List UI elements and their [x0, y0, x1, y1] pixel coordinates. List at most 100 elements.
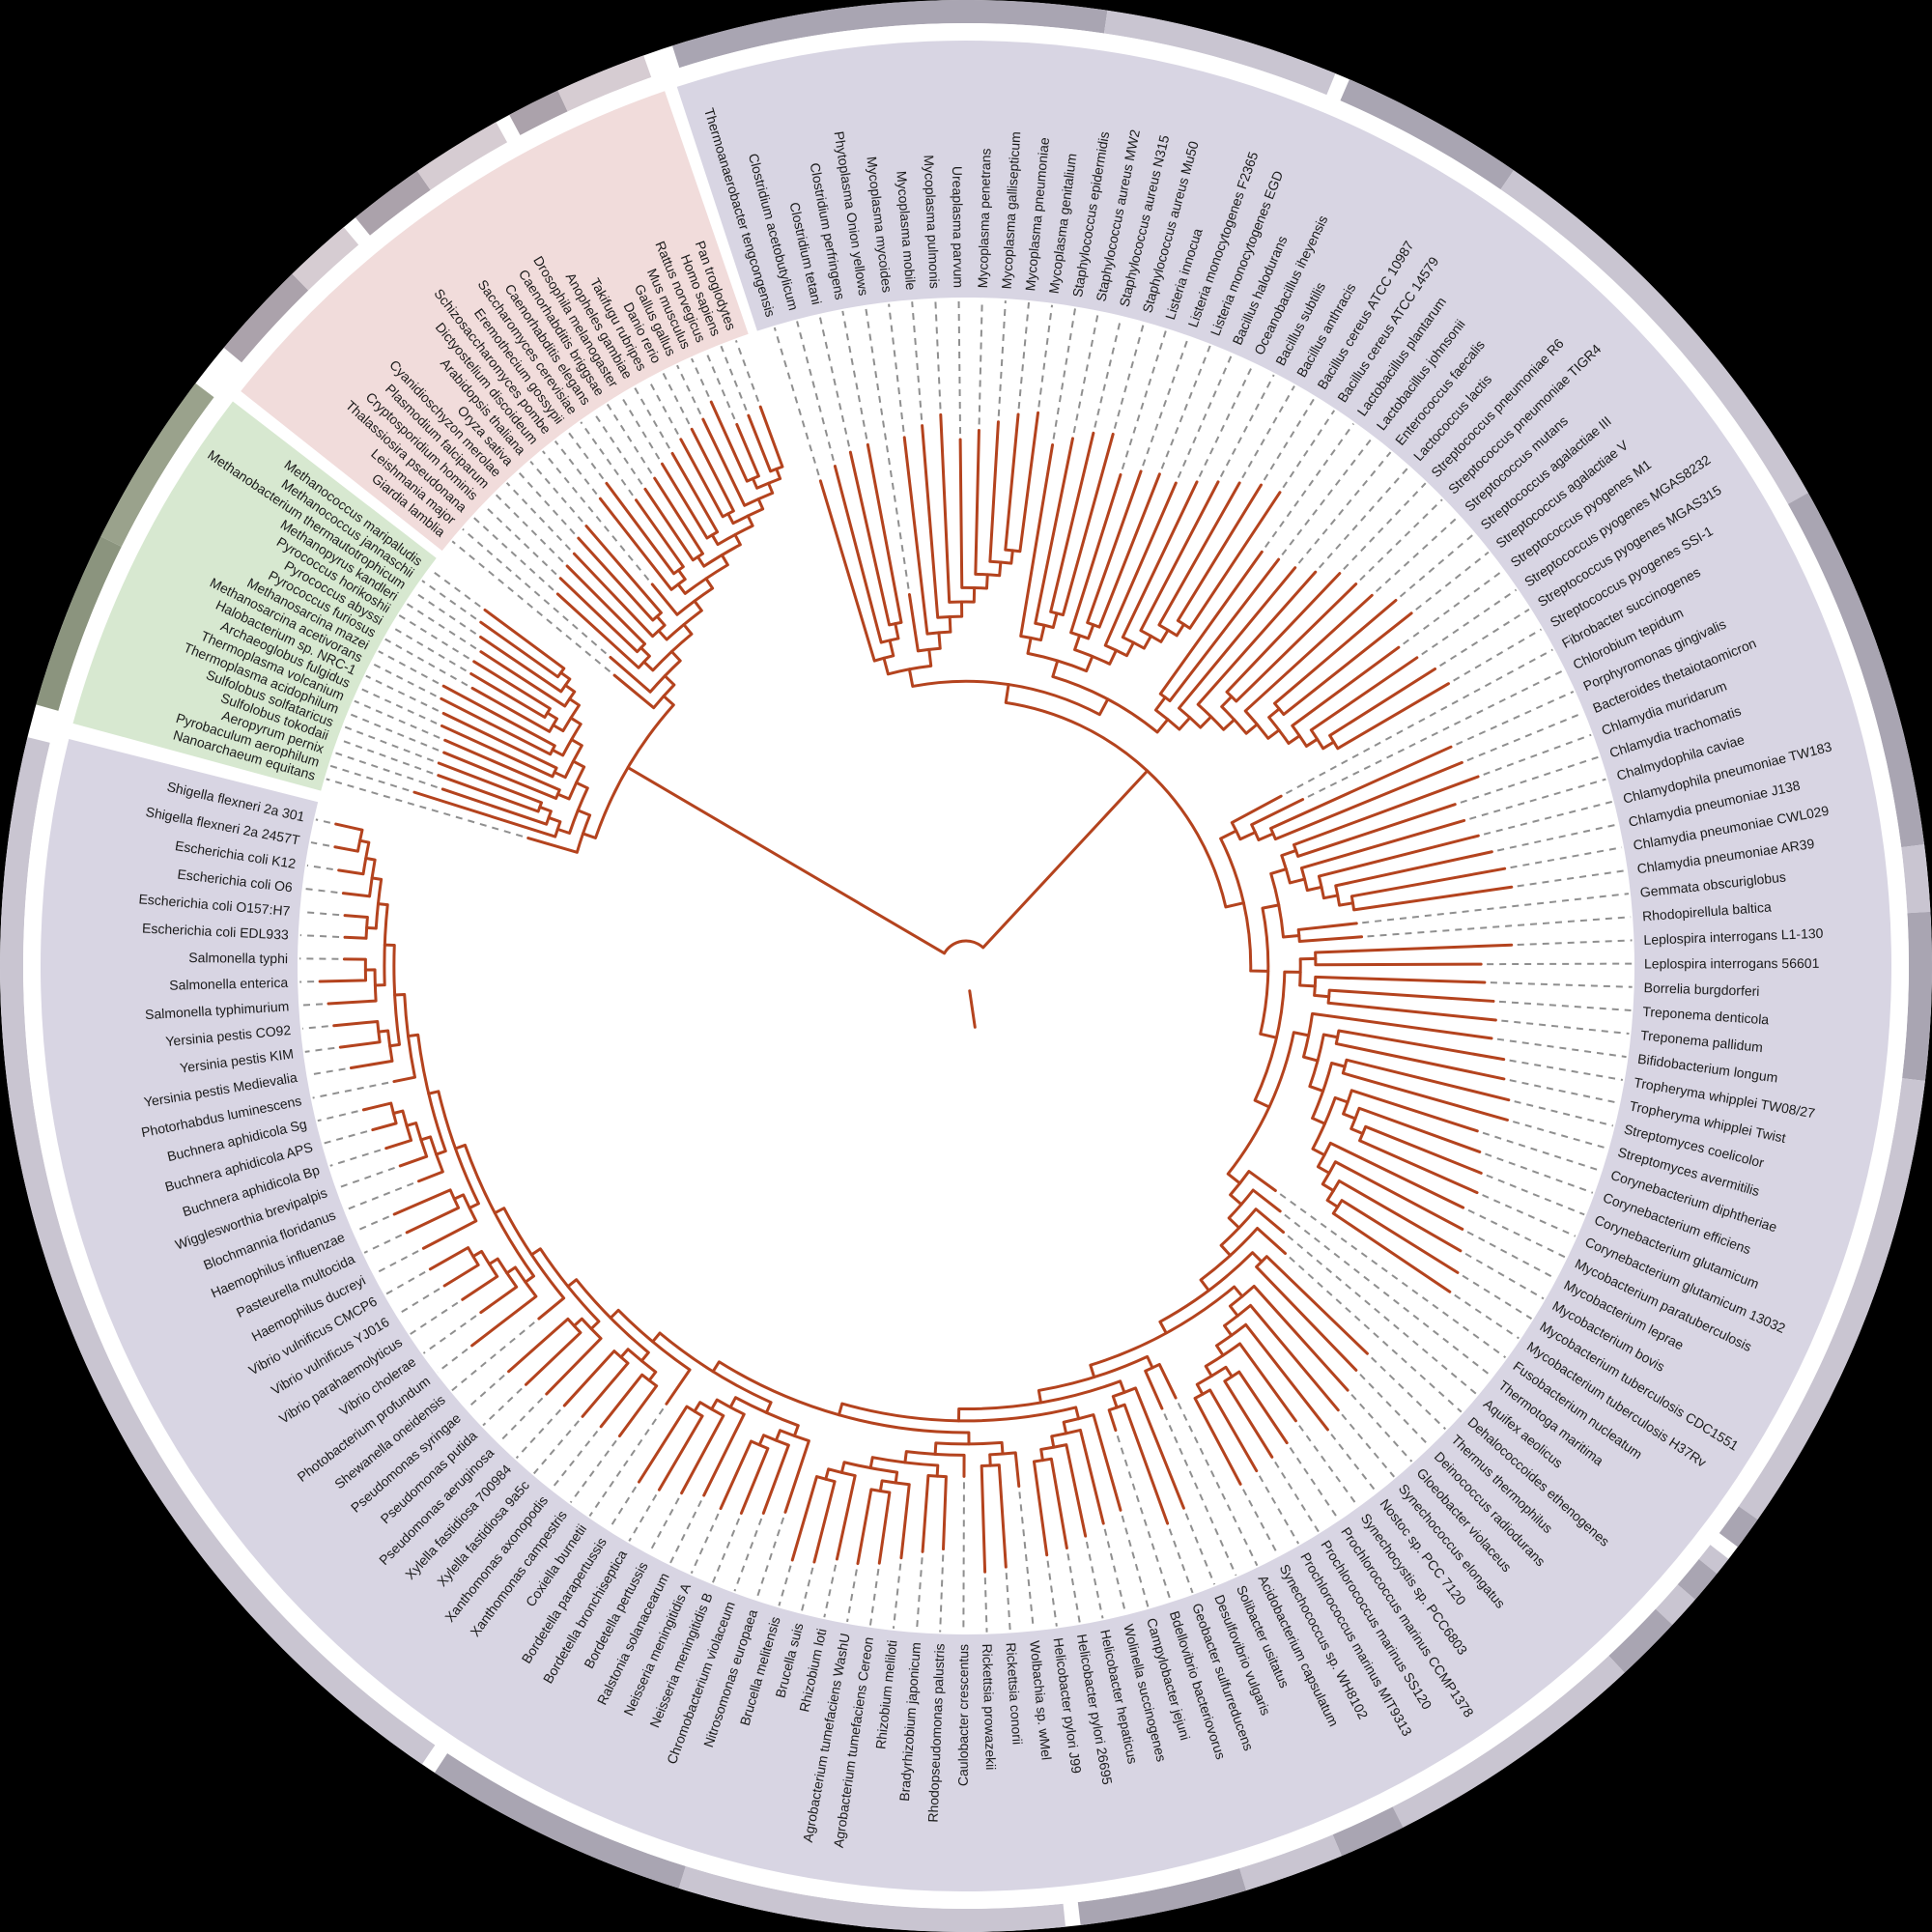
leader-line [1085, 1541, 1104, 1619]
tree-branch [552, 696, 581, 733]
tree-branch [921, 1474, 948, 1553]
tree-branch [988, 1451, 1021, 1488]
leader-line [1121, 1515, 1150, 1608]
leader-line [1219, 374, 1275, 477]
tree-branch [428, 1246, 480, 1288]
tree-branch [1039, 1443, 1088, 1538]
tree-branch [1157, 481, 1241, 638]
leader-line [1498, 1000, 1632, 1011]
tree-branch [1259, 903, 1281, 1039]
tree-branch [384, 1109, 413, 1151]
leader-line [1466, 1231, 1556, 1280]
tree-branch [566, 1278, 650, 1363]
leader-line [567, 430, 605, 480]
tree-branch [1111, 1386, 1185, 1510]
leader-line [343, 725, 435, 762]
tree-branch [719, 1439, 770, 1515]
tree-branch [1069, 472, 1122, 640]
tree-branch [1226, 1031, 1311, 1185]
tree-branch [407, 1033, 447, 1156]
leader-line [662, 372, 691, 425]
tree-branch [1253, 970, 1302, 1109]
tree-branch [1196, 570, 1318, 731]
tree-branch [907, 593, 942, 653]
tree-branch [839, 1461, 899, 1485]
tree-branch [1062, 1413, 1122, 1512]
ring-segment [1738, 1078, 1925, 1520]
tree-branch [1121, 480, 1199, 650]
tree-branch [605, 481, 685, 576]
leader-line [1512, 1121, 1607, 1150]
tree-branch [1178, 566, 1297, 729]
tree-branch [562, 1350, 630, 1418]
ring-segment [509, 90, 568, 135]
tree-branch [660, 451, 720, 540]
leader-line [308, 1067, 346, 1076]
tree-branch [974, 428, 1003, 578]
tree-branch [1321, 1160, 1464, 1231]
leader-line [1514, 1100, 1614, 1127]
tree-branch [479, 1257, 519, 1315]
leader-line [1258, 1475, 1300, 1545]
leader-line [1289, 1447, 1340, 1520]
leader-line [690, 1513, 720, 1575]
leader-line [823, 1564, 838, 1618]
leader-line [1490, 981, 1633, 988]
domain-sector-eukaryota [241, 91, 749, 552]
ring-segment [1340, 79, 1515, 190]
tree-branch [747, 405, 784, 473]
tree-branch [398, 1122, 429, 1168]
tree-branch [1004, 683, 1245, 909]
species-label: Ureaplasma parvum [950, 166, 966, 288]
ring-segment [1787, 493, 1925, 848]
ring-segment [1500, 170, 1808, 504]
leader-line [1421, 588, 1518, 656]
tree-branch [1334, 850, 1493, 907]
tree-branch [711, 1360, 971, 1446]
leader-line [299, 934, 340, 938]
leader-line [1367, 916, 1632, 938]
tree-branch [882, 647, 933, 676]
leader-line [846, 1569, 858, 1623]
leader-line [1284, 1213, 1492, 1378]
tree-branch [1086, 469, 1161, 629]
tree-branch [479, 635, 572, 694]
tree-branch [1325, 1179, 1463, 1253]
tree-branch [902, 436, 952, 636]
species-label: Rickettsia prowazekii [980, 1643, 999, 1770]
tree-branch [1034, 437, 1074, 630]
tree-branch [1313, 975, 1487, 999]
leader-line [391, 626, 468, 672]
tree-branch [818, 479, 895, 663]
leader-line [354, 1215, 390, 1233]
leader-line [1116, 1435, 1172, 1602]
leader-line [326, 778, 524, 838]
tree-branch [856, 1488, 892, 1566]
leader-line [1307, 669, 1564, 798]
tree-branch [1019, 442, 1055, 642]
tree-branch [1144, 1362, 1178, 1410]
tree-branch [598, 497, 687, 591]
tree-branch [626, 766, 1150, 955]
tree-branch [555, 592, 651, 669]
tree-branch [1158, 550, 1281, 703]
tree-branch [1243, 593, 1374, 740]
leader-line [1462, 1274, 1533, 1320]
tree-branch [479, 608, 566, 679]
leader-line [1464, 1252, 1545, 1300]
leader-line [1052, 308, 1076, 440]
tree-branch [349, 1029, 394, 1069]
leader-line [734, 340, 760, 402]
tree-branch [507, 1317, 582, 1386]
leader-line [800, 1567, 814, 1612]
tree-branch [416, 1135, 444, 1183]
leader-line [1005, 1573, 1011, 1632]
leader-line [1103, 1528, 1127, 1614]
tree-branch [609, 1308, 692, 1406]
tree-branch [1223, 1370, 1289, 1459]
tree-branch [726, 497, 765, 526]
leader-line [398, 614, 470, 660]
tree-branch [1298, 956, 1318, 988]
leader-line [429, 568, 481, 608]
